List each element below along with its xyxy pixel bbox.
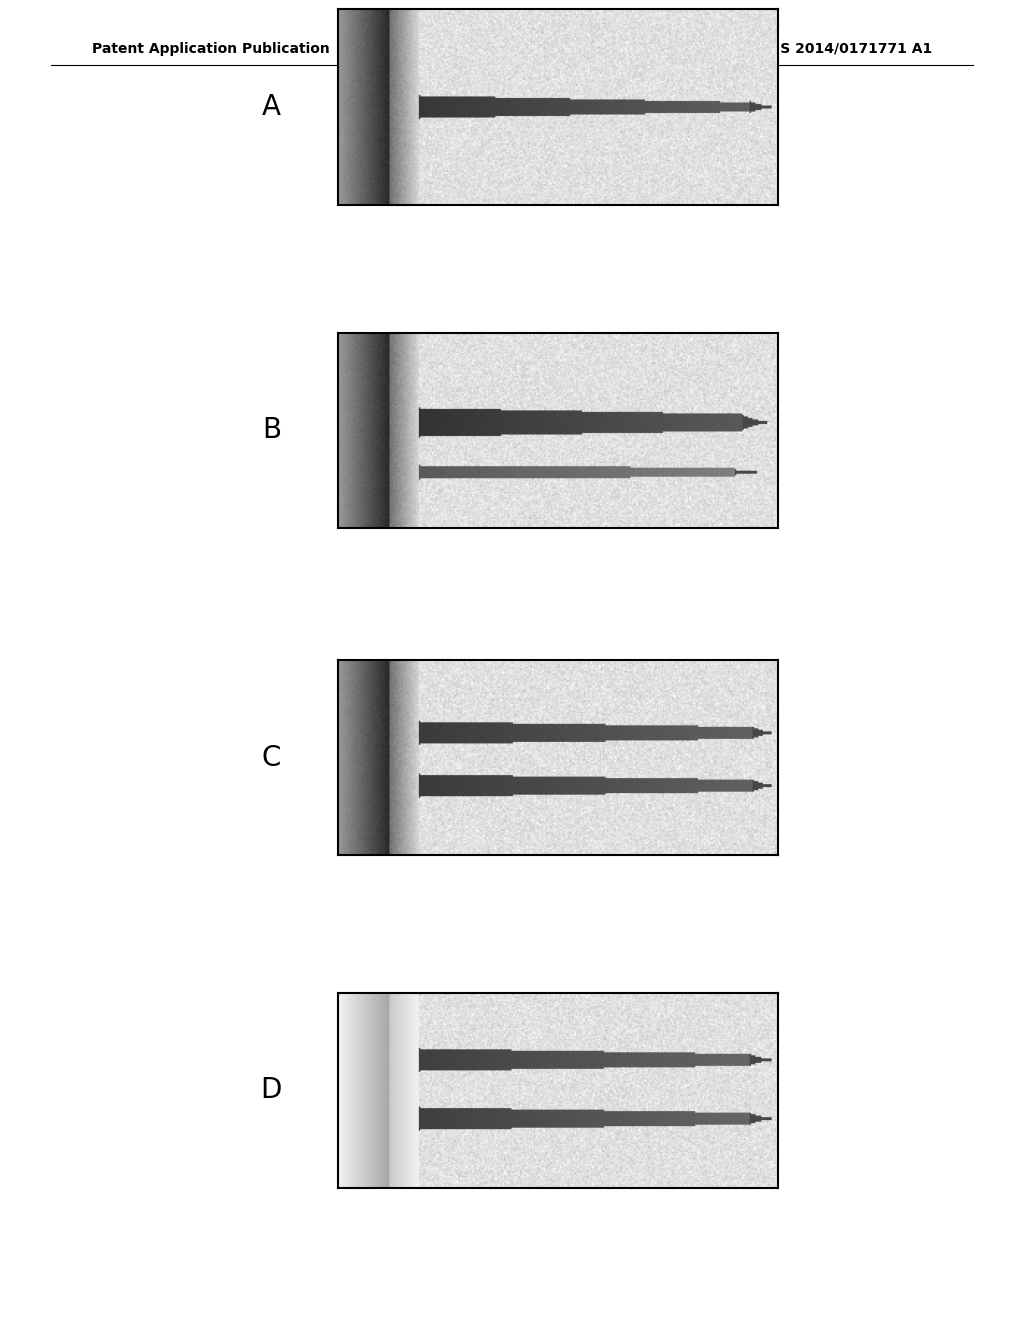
Text: Jun. 19, 2014  Sheet 2 of 9: Jun. 19, 2014 Sheet 2 of 9 (408, 42, 616, 55)
Text: FIG. 2: FIG. 2 (462, 91, 562, 120)
Text: 204: 204 (637, 358, 667, 374)
Text: A: A (262, 92, 281, 121)
Text: B: B (262, 416, 281, 445)
Text: D: D (261, 1076, 282, 1105)
Text: 208: 208 (637, 1018, 667, 1034)
Text: 202: 202 (637, 34, 667, 50)
Text: US 2014/0171771 A1: US 2014/0171771 A1 (769, 42, 932, 55)
Text: C: C (262, 743, 281, 772)
Text: 206: 206 (637, 685, 667, 701)
Text: Patent Application Publication: Patent Application Publication (92, 42, 330, 55)
